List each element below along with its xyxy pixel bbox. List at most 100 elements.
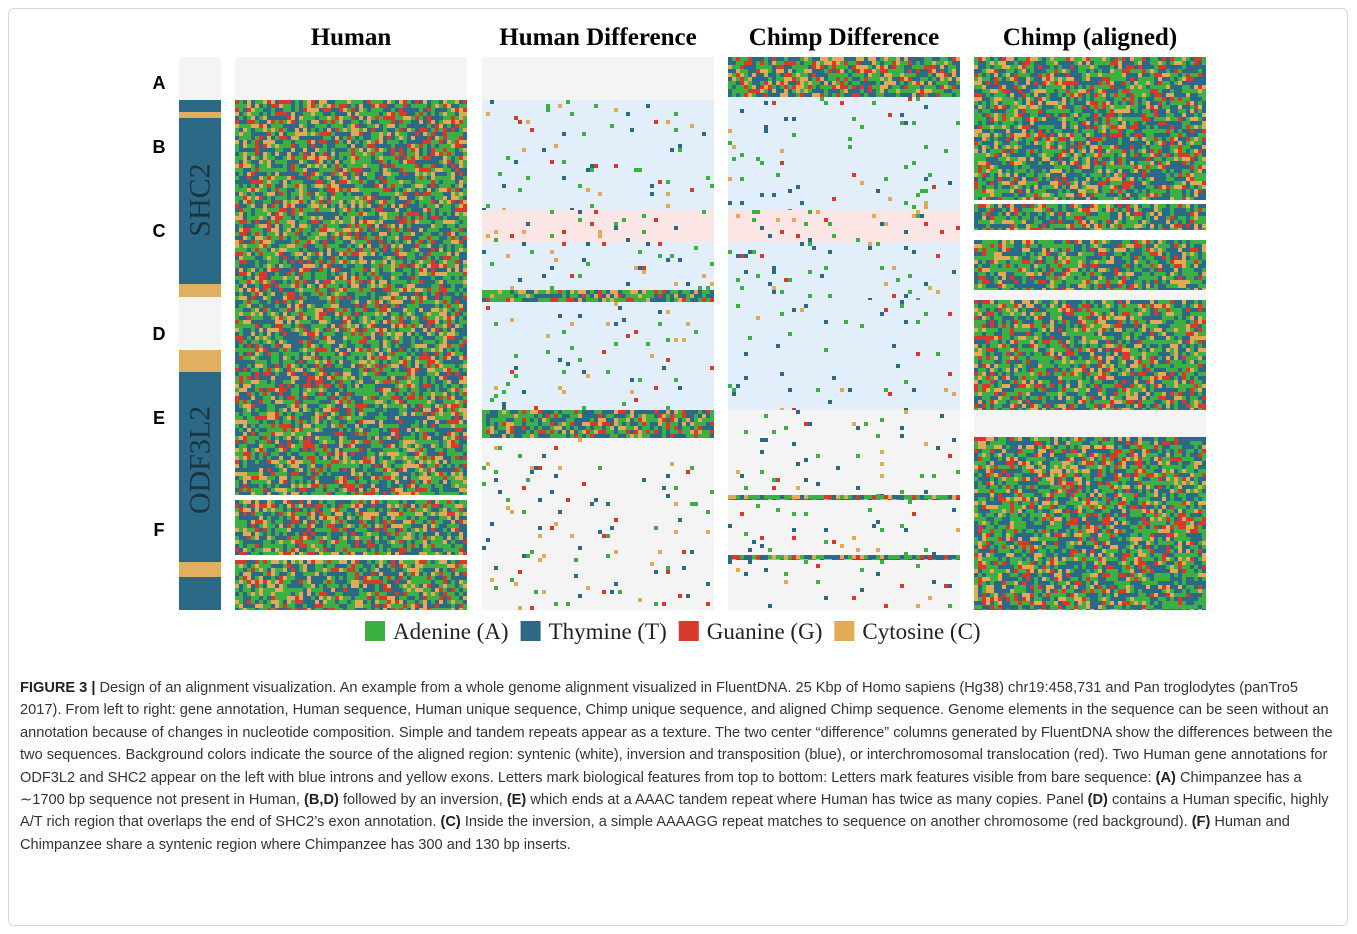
nucleotide <box>307 104 311 108</box>
nucleotide <box>395 412 399 416</box>
nucleotide <box>391 304 395 308</box>
nucleotide <box>423 424 427 428</box>
nucleotide <box>251 316 255 320</box>
nucleotide <box>235 368 239 372</box>
nucleotide <box>271 372 275 376</box>
nucleotide <box>447 120 451 124</box>
nucleotide <box>463 228 467 232</box>
nucleotide <box>263 212 267 216</box>
nucleotide <box>235 128 239 132</box>
nucleotide <box>335 316 339 320</box>
nucleotide <box>303 276 307 280</box>
nucleotide <box>447 320 451 324</box>
nucleotide <box>291 276 295 280</box>
nucleotide <box>407 288 411 292</box>
nucleotide <box>399 408 403 412</box>
nucleotide <box>287 100 291 104</box>
nucleotide <box>263 296 267 300</box>
nucleotide <box>367 396 371 400</box>
nucleotide <box>239 212 243 216</box>
nucleotide <box>275 316 279 320</box>
nucleotide <box>387 336 391 340</box>
nucleotide <box>247 428 251 432</box>
nucleotide <box>235 284 239 288</box>
nucleotide <box>355 196 359 200</box>
nucleotide <box>407 412 411 416</box>
nucleotide <box>235 376 239 380</box>
nucleotide <box>403 392 407 396</box>
nucleotide <box>247 240 251 244</box>
nucleotide <box>415 360 419 364</box>
nucleotide <box>419 248 423 252</box>
nucleotide <box>239 284 243 288</box>
nucleotide <box>283 336 287 340</box>
nucleotide <box>327 224 331 228</box>
nucleotide <box>367 380 371 384</box>
nucleotide <box>275 292 279 296</box>
nucleotide <box>395 120 399 124</box>
nucleotide <box>319 392 323 396</box>
nucleotide <box>379 292 383 296</box>
nucleotide <box>251 176 255 180</box>
nucleotide <box>439 308 443 312</box>
nucleotide <box>363 268 367 272</box>
nucleotide <box>299 120 303 124</box>
nucleotide <box>251 328 255 332</box>
nucleotide <box>263 176 267 180</box>
nucleotide <box>387 200 391 204</box>
nucleotide <box>271 216 275 220</box>
nucleotide <box>299 108 303 112</box>
nucleotide <box>351 308 355 312</box>
nucleotide <box>395 244 399 248</box>
nucleotide <box>387 300 391 304</box>
nucleotide <box>319 208 323 212</box>
nucleotide <box>379 408 383 412</box>
nucleotide <box>403 268 407 272</box>
nucleotide <box>451 364 455 368</box>
nucleotide <box>271 352 275 356</box>
nucleotide <box>323 348 327 352</box>
nucleotide <box>367 388 371 392</box>
nucleotide <box>243 264 247 268</box>
nucleotide <box>451 332 455 336</box>
nucleotide <box>375 176 379 180</box>
nucleotide <box>435 192 439 196</box>
nucleotide <box>315 272 319 276</box>
nucleotide <box>355 132 359 136</box>
nucleotide <box>423 316 427 320</box>
nucleotide <box>415 108 419 112</box>
nucleotide <box>379 104 383 108</box>
nucleotide <box>251 152 255 156</box>
nucleotide <box>403 440 407 444</box>
nucleotide <box>443 280 447 284</box>
nucleotide <box>343 380 347 384</box>
nucleotide <box>379 312 383 316</box>
nucleotide <box>287 268 291 272</box>
nucleotide <box>431 260 435 264</box>
nucleotide <box>343 400 347 404</box>
nucleotide <box>419 112 423 116</box>
nucleotide <box>239 300 243 304</box>
nucleotide <box>339 324 343 328</box>
nucleotide <box>455 188 459 192</box>
nucleotide <box>275 268 279 272</box>
nucleotide <box>455 216 459 220</box>
nucleotide <box>331 316 335 320</box>
nucleotide <box>383 264 387 268</box>
nucleotide <box>299 312 303 316</box>
nucleotide <box>383 108 387 112</box>
nucleotide <box>295 156 299 160</box>
nucleotide <box>463 268 467 272</box>
nucleotide <box>247 336 251 340</box>
nucleotide <box>259 268 263 272</box>
nucleotide <box>279 168 283 172</box>
nucleotide <box>375 240 379 244</box>
nucleotide <box>279 304 283 308</box>
nucleotide <box>411 208 415 212</box>
nucleotide <box>387 296 391 300</box>
nucleotide <box>367 224 371 228</box>
nucleotide <box>235 148 239 152</box>
nucleotide <box>363 108 367 112</box>
nucleotide <box>263 356 267 360</box>
nucleotide <box>251 288 255 292</box>
